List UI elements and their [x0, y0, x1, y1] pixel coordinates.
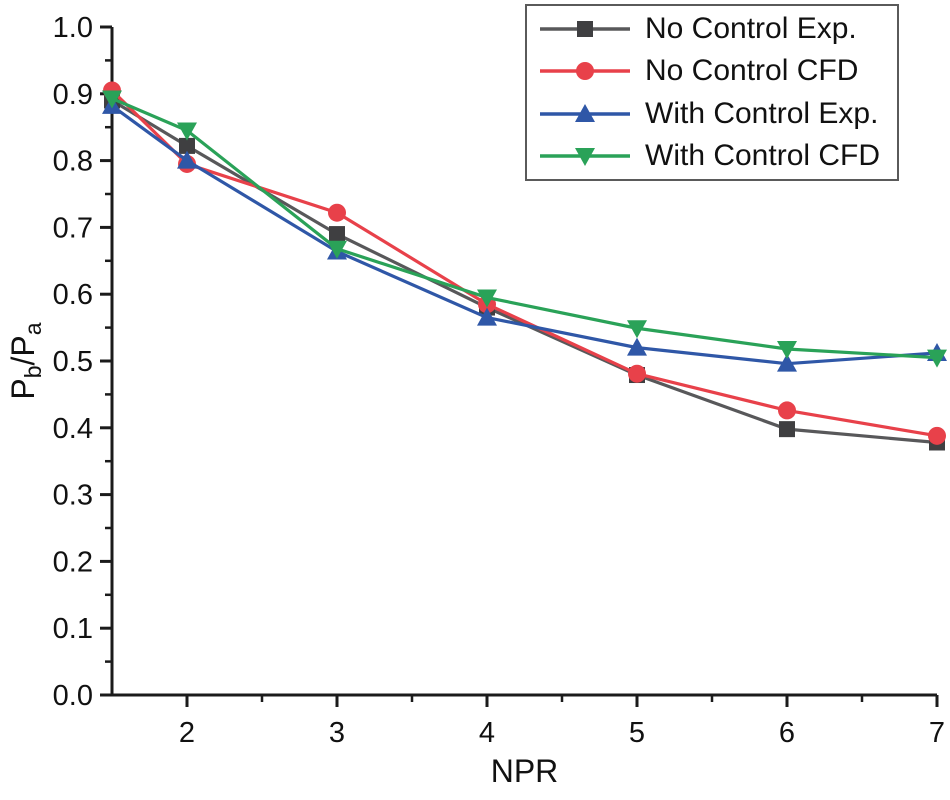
legend-item-with-control-exp: With Control Exp.: [537, 94, 891, 134]
y-tick-label: 0.9: [53, 79, 93, 111]
legend-sample-triangle-down-icon: [540, 147, 630, 166]
triangle-up-marker: [477, 307, 497, 326]
circle-marker: [628, 364, 646, 383]
legend-label: With Control CFD: [645, 138, 881, 172]
series-with-control-cfd: [102, 90, 947, 368]
legend-sample-triangle-up-icon: [540, 103, 630, 122]
x-tick-label: 5: [629, 717, 645, 749]
y-tick-label: 0.4: [53, 413, 93, 445]
legend-label: No Control Exp.: [645, 12, 857, 46]
square-marker: [329, 226, 345, 243]
x-tick-label: 4: [479, 717, 495, 749]
triangle-down-marker: [477, 289, 497, 308]
triangle-down-marker: [327, 240, 347, 259]
legend: No Control Exp. No Control CFD With Cont…: [525, 4, 899, 181]
triangle-down-marker: [177, 122, 197, 141]
legend-label: No Control CFD: [645, 54, 859, 88]
x-tick-label: 3: [329, 717, 345, 749]
x-tick-label: 6: [779, 717, 795, 749]
y-tick-label: 0.3: [53, 480, 93, 512]
y-tick-label: 0.0: [53, 680, 93, 712]
circle-marker: [576, 62, 594, 81]
legend-item-no-control-exp: No Control Exp.: [537, 9, 891, 49]
triangle-down-marker: [627, 320, 647, 339]
y-tick-label: 0.5: [53, 346, 93, 378]
circle-marker: [778, 401, 796, 420]
triangle-down-marker: [575, 147, 595, 166]
y-tick-label: 0.6: [53, 279, 93, 311]
y-tick-label: 0.2: [53, 546, 93, 578]
circle-marker: [328, 203, 346, 222]
y-tick-label: 0.8: [53, 146, 93, 178]
y-axis-ticks: 0.0 0.1 0.2 0.3 0.4 0.5 0.6 0.7 0.8 0.9 1.0: [53, 12, 112, 712]
legend-item-no-control-cfd: No Control CFD: [537, 51, 891, 91]
triangle-up-marker: [575, 103, 595, 122]
square-marker: [577, 21, 593, 38]
x-tick-label: 7: [929, 717, 945, 749]
triangle-down-marker: [927, 349, 947, 368]
y-tick-label: 0.1: [53, 613, 93, 645]
legend-sample-circle-icon: [540, 62, 630, 81]
legend-sample-square-icon: [540, 21, 630, 38]
square-marker: [179, 137, 195, 154]
x-axis-title: NPR: [491, 753, 559, 789]
y-tick-label: 0.7: [53, 212, 93, 244]
x-tick-label: 2: [179, 717, 195, 749]
circle-marker: [928, 426, 946, 445]
triangle-down-marker: [777, 340, 797, 359]
y-axis-title: Pb/Pa: [5, 322, 46, 399]
triangle-up-marker: [777, 353, 797, 372]
square-marker: [779, 421, 795, 438]
triangle-up-marker: [627, 337, 647, 356]
triangle-down-marker: [102, 90, 122, 109]
y-tick-label: 1.0: [53, 12, 93, 44]
legend-label: With Control Exp.: [645, 96, 879, 130]
triangle-up-marker: [177, 150, 197, 169]
x-axis-ticks: 2 3 4 5 6 7: [179, 695, 945, 749]
legend-item-with-control-cfd: With Control CFD: [537, 136, 891, 176]
